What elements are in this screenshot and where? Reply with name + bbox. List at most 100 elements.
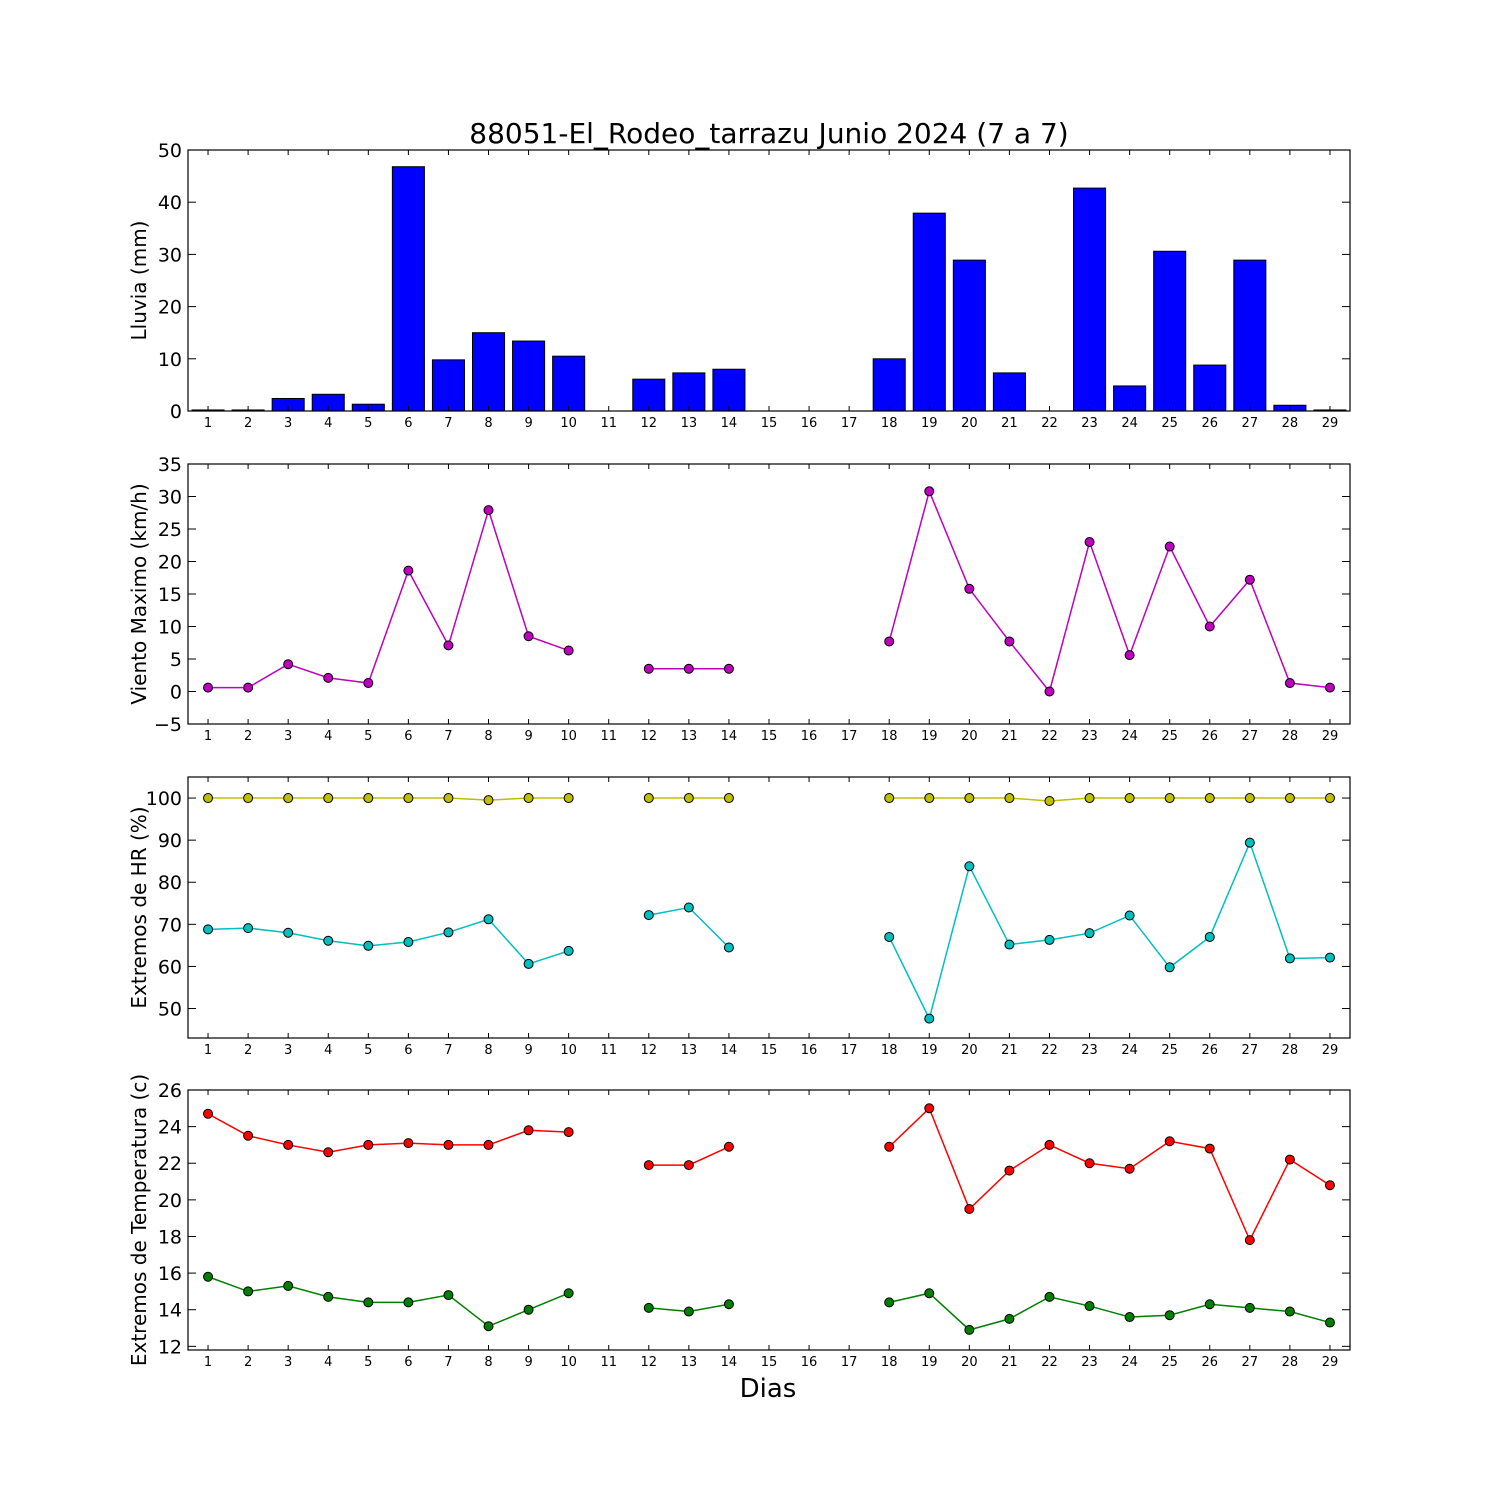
x-tick-label: 20 <box>961 1355 978 1370</box>
y-axis-ticks: 50 60 70 80 90 100 <box>146 788 1350 1021</box>
x-tick-label: 18 <box>881 729 898 744</box>
point-day-26 <box>1204 931 1215 942</box>
point-day-12 <box>643 663 654 674</box>
x-tick-label: 22 <box>1041 1355 1058 1370</box>
point-day-1 <box>203 1108 214 1119</box>
x-tick-label: 25 <box>1161 416 1178 431</box>
y-tick-label: 90 <box>158 830 182 852</box>
x-tick-label: 27 <box>1242 416 1259 431</box>
x-tick-label: 12 <box>641 729 658 744</box>
x-tick-label: 8 <box>484 416 492 431</box>
bar-day-6 <box>391 166 425 412</box>
x-tick-label: 19 <box>921 729 938 744</box>
x-tick-label: 19 <box>921 1355 938 1370</box>
x-tick-label: 16 <box>801 1043 818 1058</box>
chart-title: 88051-El_Rodeo_tarrazu Junio 2024 (7 a 7… <box>469 117 1068 150</box>
x-tick-label: 4 <box>324 416 332 431</box>
x-tick-label: 26 <box>1201 729 1218 744</box>
x-tick-label: 24 <box>1121 1043 1138 1058</box>
x-tick-label: 8 <box>484 1043 492 1058</box>
point-day-2 <box>243 1286 254 1297</box>
point-day-3 <box>283 927 294 938</box>
x-tick-label: 22 <box>1041 729 1058 744</box>
x-tick-label: 20 <box>961 1043 978 1058</box>
x-tick-label: 7 <box>444 1043 452 1058</box>
x-tick-label: 2 <box>244 1043 252 1058</box>
point-day-18 <box>884 931 895 942</box>
y-tick-label: 16 <box>158 1263 182 1285</box>
y-axis-label: Extremos de HR (%) <box>127 806 151 1008</box>
point-day-14 <box>723 1141 734 1152</box>
y-tick-label: 18 <box>158 1226 182 1248</box>
point-day-6 <box>403 1297 414 1308</box>
x-tick-label: 27 <box>1242 729 1259 744</box>
point-day-9 <box>523 631 534 642</box>
x-tick-label: 13 <box>681 1355 698 1370</box>
point-day-8 <box>483 1321 494 1332</box>
y-tick-label: 70 <box>158 914 182 936</box>
x-tick-label: 5 <box>364 1043 372 1058</box>
point-day-26 <box>1204 793 1215 804</box>
point-day-2 <box>243 682 254 693</box>
x-tick-label: 26 <box>1201 1043 1218 1058</box>
x-tick-label: 4 <box>324 1355 332 1370</box>
x-tick-label: 5 <box>364 1355 372 1370</box>
point-day-8 <box>483 1139 494 1150</box>
y-axis-label: Viento Maximo (km/h) <box>127 483 151 704</box>
y-tick-label: 22 <box>158 1153 182 1175</box>
x-tick-label: 28 <box>1282 1043 1299 1058</box>
bar-day-27 <box>1233 259 1267 412</box>
x-tick-label: 23 <box>1081 729 1098 744</box>
point-day-21 <box>1004 793 1015 804</box>
point-day-1 <box>203 1271 214 1282</box>
x-tick-label: 6 <box>404 1043 412 1058</box>
point-day-29 <box>1324 793 1335 804</box>
x-tick-label: 27 <box>1242 1043 1259 1058</box>
point-day-2 <box>243 793 254 804</box>
point-day-14 <box>723 1299 734 1310</box>
point-day-19 <box>924 486 935 497</box>
x-tick-label: 25 <box>1161 1043 1178 1058</box>
point-day-13 <box>683 902 694 913</box>
y-tick-label: 10 <box>158 617 182 639</box>
point-day-19 <box>924 1013 935 1024</box>
bar-day-25 <box>1153 250 1187 412</box>
point-day-14 <box>723 793 734 804</box>
point-day-13 <box>683 663 694 674</box>
point-day-22 <box>1044 1291 1055 1302</box>
point-day-5 <box>363 1297 374 1308</box>
bar-day-7 <box>431 359 465 412</box>
plot-area <box>188 777 1350 1038</box>
x-tick-label: 14 <box>721 729 738 744</box>
x-tick-label: 22 <box>1041 416 1058 431</box>
x-tick-label: 25 <box>1161 1355 1178 1370</box>
point-day-6 <box>403 1138 414 1149</box>
point-day-12 <box>643 1160 654 1171</box>
x-tick-label: 27 <box>1242 1355 1259 1370</box>
x-tick-label: 3 <box>284 729 292 744</box>
point-day-22 <box>1044 795 1055 806</box>
point-day-23 <box>1084 537 1095 547</box>
x-tick-label: 3 <box>284 416 292 431</box>
plot-area <box>188 464 1350 724</box>
x-tick-label: 28 <box>1282 729 1299 744</box>
y-tick-label: 24 <box>158 1117 182 1139</box>
series-line <box>207 1276 569 1328</box>
x-tick-label: 13 <box>681 416 698 431</box>
y-tick-label: 60 <box>158 956 182 978</box>
x-tick-label: 5 <box>364 416 372 431</box>
y-axis-ticks: −5 0 5 10 15 20 25 30 35 <box>154 454 1350 736</box>
series-1 <box>191 166 1347 412</box>
point-day-25 <box>1164 1310 1175 1321</box>
point-day-23 <box>1084 928 1095 939</box>
y-axis-ticks: 0 10 20 30 40 50 <box>158 140 1350 423</box>
y-tick-label: 50 <box>158 140 182 162</box>
x-tick-label: 24 <box>1121 416 1138 431</box>
x-tick-label: 20 <box>961 416 978 431</box>
point-day-3 <box>283 793 294 804</box>
point-day-27 <box>1244 1235 1255 1246</box>
x-tick-label: 17 <box>841 416 858 431</box>
y-axis-ticks: 12 14 16 18 20 22 24 26 <box>158 1080 1350 1358</box>
x-axis-ticks: 1 2 3 4 5 6 7 8 9 10 11 12 13 14 15 16 17 18 19 20 21 22 23 24 2… <box>204 777 1338 1058</box>
x-tick-label: 2 <box>244 729 252 744</box>
